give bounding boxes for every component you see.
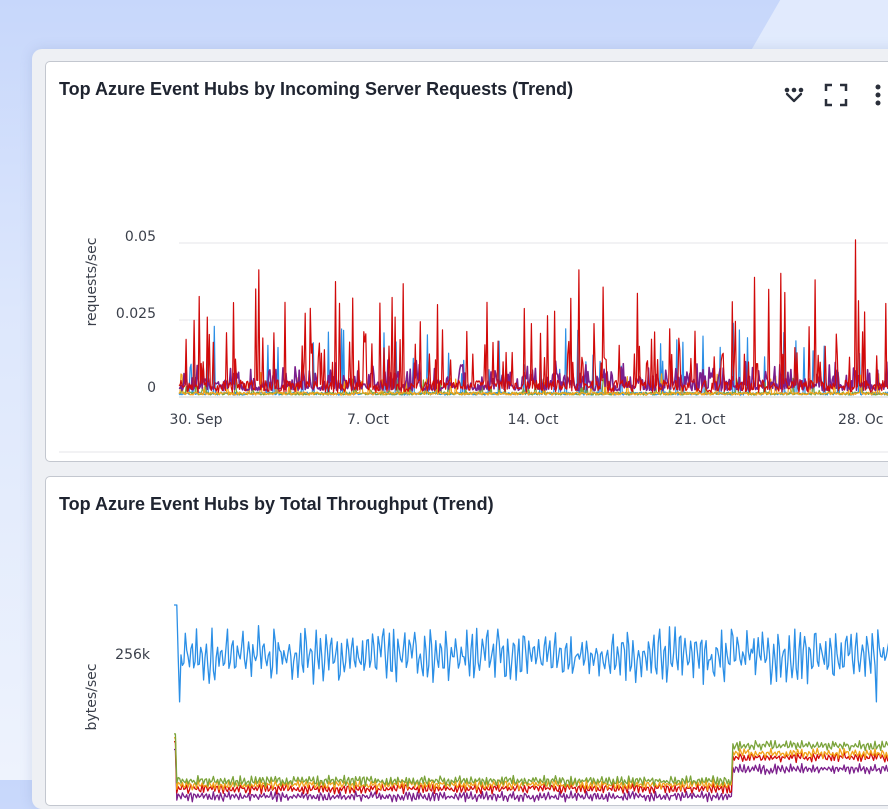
plot-area: [174, 604, 888, 803]
y-tick-label: 256k: [115, 647, 151, 663]
y-tick-label: 0.025: [116, 306, 156, 322]
requests-trend-chart: 0 0.025 0.05 requests/sec 30. Sep 7. Oct…: [59, 229, 888, 453]
series-line-purple: [174, 748, 888, 803]
heart-toggle-icon: [784, 87, 804, 103]
expand-button[interactable]: [823, 82, 849, 108]
y-tick-label: 0.05: [125, 229, 156, 245]
x-tick-label: 14. Oct: [508, 412, 559, 428]
x-tick-label: 7. Oct: [347, 412, 390, 428]
panel-title: Top Azure Event Hubs by Incoming Server …: [59, 79, 574, 99]
series-line-blue: [174, 604, 888, 703]
series-line-orange: [178, 371, 888, 396]
y-axis-label: requests/sec: [84, 238, 100, 327]
x-tick-label: 21. Oct: [675, 412, 726, 428]
expand-icon: [824, 83, 848, 107]
plot-area: [178, 239, 888, 396]
x-tick-label: 28. Oc: [838, 412, 883, 428]
more-options-button[interactable]: [865, 82, 888, 108]
y-tick-label: 0: [147, 380, 156, 396]
panel-title: Top Azure Event Hubs by Total Throughput…: [59, 494, 494, 514]
heart-toggle-button[interactable]: [781, 82, 807, 108]
requests-trend-panel: Top Azure Event Hubs by Incoming Server …: [45, 61, 888, 462]
series-line-red: [178, 239, 888, 393]
y-axis-label: bytes/sec: [84, 664, 100, 731]
more-vertical-icon: [875, 84, 881, 106]
throughput-trend-panel: Top Azure Event Hubs by Total Throughput…: [45, 476, 888, 806]
x-tick-label: 30. Sep: [169, 412, 222, 428]
throughput-trend-chart: 256k bytes/sec: [84, 604, 888, 803]
